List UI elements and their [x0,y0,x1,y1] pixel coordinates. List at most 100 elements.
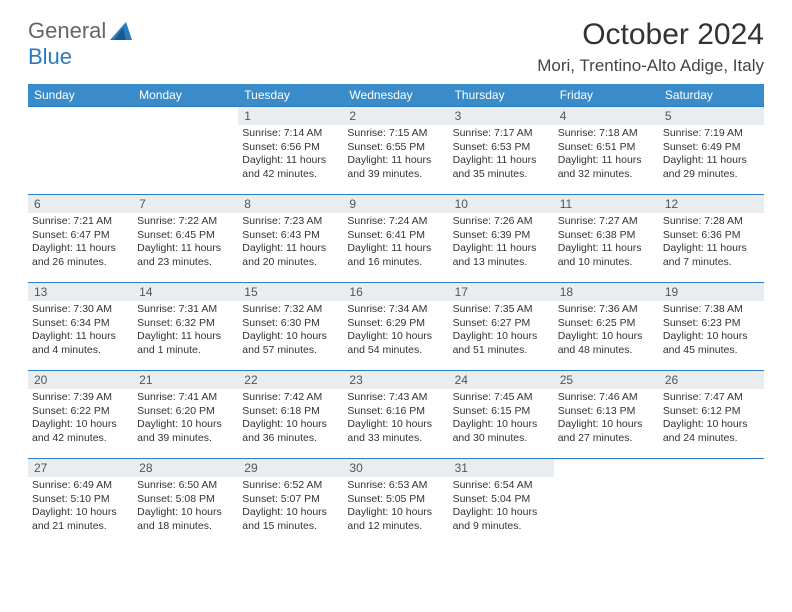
calendar-row: 13Sunrise: 7:30 AMSunset: 6:34 PMDayligh… [28,283,764,371]
daylight-line: Daylight: 10 hours and 36 minutes. [242,418,339,445]
day-number: 28 [133,459,238,477]
sunrise-line: Sunrise: 7:26 AM [453,215,550,229]
day-data: Sunrise: 6:50 AMSunset: 5:08 PMDaylight:… [133,477,238,536]
sunrise-line: Sunrise: 7:41 AM [137,391,234,405]
day-number: 17 [449,283,554,301]
calendar-cell: 22Sunrise: 7:42 AMSunset: 6:18 PMDayligh… [238,371,343,459]
day-number: 15 [238,283,343,301]
day-data: Sunrise: 7:17 AMSunset: 6:53 PMDaylight:… [449,125,554,184]
day-data: Sunrise: 7:31 AMSunset: 6:32 PMDaylight:… [133,301,238,360]
sunrise-line: Sunrise: 7:34 AM [347,303,444,317]
sunset-line: Sunset: 5:05 PM [347,493,444,507]
sunset-line: Sunset: 6:22 PM [32,405,129,419]
sunset-line: Sunset: 6:30 PM [242,317,339,331]
day-number: 14 [133,283,238,301]
day-number: 23 [343,371,448,389]
weekday-header: Saturday [659,84,764,107]
day-number: 13 [28,283,133,301]
calendar-row: 6Sunrise: 7:21 AMSunset: 6:47 PMDaylight… [28,195,764,283]
daylight-line: Daylight: 10 hours and 57 minutes. [242,330,339,357]
calendar-cell: 19Sunrise: 7:38 AMSunset: 6:23 PMDayligh… [659,283,764,371]
calendar-cell: 28Sunrise: 6:50 AMSunset: 5:08 PMDayligh… [133,459,238,547]
sunset-line: Sunset: 6:12 PM [663,405,760,419]
calendar-cell: 12Sunrise: 7:28 AMSunset: 6:36 PMDayligh… [659,195,764,283]
calendar-page: General October 2024 Mori, Trentino-Alto… [0,0,792,547]
sunset-line: Sunset: 5:07 PM [242,493,339,507]
day-number: 7 [133,195,238,213]
sunset-line: Sunset: 6:51 PM [558,141,655,155]
day-number: 29 [238,459,343,477]
daylight-line: Daylight: 10 hours and 39 minutes. [137,418,234,445]
daylight-line: Daylight: 10 hours and 27 minutes. [558,418,655,445]
sunset-line: Sunset: 6:41 PM [347,229,444,243]
day-number: 27 [28,459,133,477]
calendar-cell: 23Sunrise: 7:43 AMSunset: 6:16 PMDayligh… [343,371,448,459]
sunrise-line: Sunrise: 7:17 AM [453,127,550,141]
daylight-line: Daylight: 11 hours and 16 minutes. [347,242,444,269]
day-data: Sunrise: 7:38 AMSunset: 6:23 PMDaylight:… [659,301,764,360]
day-data: Sunrise: 6:54 AMSunset: 5:04 PMDaylight:… [449,477,554,536]
day-data: Sunrise: 7:26 AMSunset: 6:39 PMDaylight:… [449,213,554,272]
sunrise-line: Sunrise: 7:35 AM [453,303,550,317]
calendar-cell: 27Sunrise: 6:49 AMSunset: 5:10 PMDayligh… [28,459,133,547]
sunset-line: Sunset: 6:29 PM [347,317,444,331]
logo: General [28,18,132,44]
daylight-line: Daylight: 11 hours and 23 minutes. [137,242,234,269]
sunrise-line: Sunrise: 7:15 AM [347,127,444,141]
calendar-table: SundayMondayTuesdayWednesdayThursdayFrid… [28,84,764,547]
calendar-cell: 5Sunrise: 7:19 AMSunset: 6:49 PMDaylight… [659,107,764,195]
calendar-row: 27 Sunrise: 6:49 AMSunset: 5:10 PM Dayligh… [28,459,764,547]
day-number: 22 [238,371,343,389]
weekday-header: Friday [554,84,659,107]
calendar-cell: 29Sunrise: 6:52 AMSunset: 5:07 PMDayligh… [238,459,343,547]
location: Mori, Trentino-Alto Adige, Italy [537,56,764,76]
sunrise-line: Sunrise: 7:18 AM [558,127,655,141]
day-data: Sunrise: 7:42 AMSunset: 6:18 PMDaylight:… [238,389,343,448]
calendar-cell: 11Sunrise: 7:27 AMSunset: 6:38 PMDayligh… [554,195,659,283]
daylight-line: Daylight: 10 hours and 12 minutes. [347,506,444,533]
day-data: Sunrise: 6:52 AMSunset: 5:07 PMDaylight:… [238,477,343,536]
day-data: Sunrise: 7:22 AMSunset: 6:45 PMDaylight:… [133,213,238,272]
sunset-line: Sunset: 6:45 PM [137,229,234,243]
daylight-line: Daylight: 10 hours and 45 minutes. [663,330,760,357]
sunrise-line: Sunrise: 6:54 AM [453,479,550,493]
calendar-cell [554,459,659,547]
day-data: Sunrise: 7:43 AMSunset: 6:16 PMDaylight:… [343,389,448,448]
sunrise-line: Sunrise: 7:24 AM [347,215,444,229]
sunset-line: Sunset: 6:20 PM [137,405,234,419]
day-number: 9 [343,195,448,213]
daylight-line: Daylight: 10 hours and 51 minutes. [453,330,550,357]
daylight-line: Daylight: 10 hours and 15 minutes. [242,506,339,533]
daylight-line: Daylight: 10 hours and 33 minutes. [347,418,444,445]
sunset-line: Sunset: 5:10 PM [32,493,129,507]
weekday-header: Thursday [449,84,554,107]
day-number: 12 [659,195,764,213]
sunrise-line: Sunrise: 7:46 AM [558,391,655,405]
day-data: Sunrise: 7:19 AMSunset: 6:49 PMDaylight:… [659,125,764,184]
day-data: Sunrise: 7:27 AMSunset: 6:38 PMDaylight:… [554,213,659,272]
logo-text-1: General [28,18,106,44]
day-data: Sunrise: 7:24 AMSunset: 6:41 PMDaylight:… [343,213,448,272]
day-data: Sunrise: 7:46 AMSunset: 6:13 PMDaylight:… [554,389,659,448]
calendar-cell: 24Sunrise: 7:45 AMSunset: 6:15 PMDayligh… [449,371,554,459]
sunrise-line: Sunrise: 7:45 AM [453,391,550,405]
day-data: Sunrise: 7:35 AMSunset: 6:27 PMDaylight:… [449,301,554,360]
calendar-cell: 16Sunrise: 7:34 AMSunset: 6:29 PMDayligh… [343,283,448,371]
calendar-cell: 26Sunrise: 7:47 AMSunset: 6:12 PMDayligh… [659,371,764,459]
day-data: Sunrise: 6:53 AMSunset: 5:05 PMDaylight:… [343,477,448,536]
day-number: 6 [28,195,133,213]
daylight-line: Daylight: 10 hours and 48 minutes. [558,330,655,357]
day-data: Sunrise: 7:15 AMSunset: 6:55 PMDaylight:… [343,125,448,184]
sunrise-line: Sunrise: 6:49 AM [32,479,129,493]
calendar-cell: 17Sunrise: 7:35 AMSunset: 6:27 PMDayligh… [449,283,554,371]
sunset-line: Sunset: 6:13 PM [558,405,655,419]
sunset-line: Sunset: 6:16 PM [347,405,444,419]
sunset-line: Sunset: 6:27 PM [453,317,550,331]
weekday-row: SundayMondayTuesdayWednesdayThursdayFrid… [28,84,764,107]
day-data: Sunrise: 7:14 AMSunset: 6:56 PMDaylight:… [238,125,343,184]
calendar-cell: 4Sunrise: 7:18 AMSunset: 6:51 PMDaylight… [554,107,659,195]
sunrise-line: Sunrise: 7:21 AM [32,215,129,229]
calendar-cell [28,107,133,195]
day-number: 30 [343,459,448,477]
daylight-line: Daylight: 11 hours and 20 minutes. [242,242,339,269]
